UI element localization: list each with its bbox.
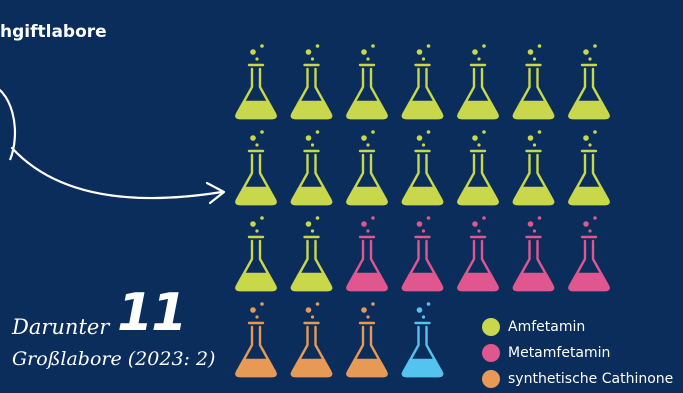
legend-dot bbox=[482, 318, 500, 336]
flask-icon bbox=[290, 44, 333, 120]
flask-icon bbox=[346, 216, 388, 292]
flask-icon bbox=[568, 130, 610, 206]
flask-icon bbox=[512, 216, 555, 292]
flask-icon bbox=[290, 302, 333, 378]
legend-item-metamfetamin: Metamfetamin bbox=[482, 340, 673, 366]
legend-label: Amfetamin bbox=[508, 319, 586, 335]
legend-dot bbox=[482, 344, 500, 362]
flask-icon bbox=[568, 44, 610, 120]
legend-item-cathinone: synthetische Cathinone bbox=[482, 366, 673, 392]
legend-dot bbox=[482, 370, 500, 388]
flask-icon bbox=[457, 216, 499, 292]
flask-icon bbox=[235, 130, 277, 206]
legend-label: Metamfetamin bbox=[508, 345, 611, 361]
flask-icon bbox=[401, 130, 444, 206]
flask-icon bbox=[401, 216, 444, 292]
flask-icon bbox=[401, 302, 444, 378]
annotation-subtitle: Großlabore (2023: 2) bbox=[12, 348, 216, 370]
flask-icon bbox=[235, 216, 277, 292]
flask-icon bbox=[290, 130, 333, 206]
flask-icon bbox=[346, 130, 388, 206]
annotation-number: 11 bbox=[117, 283, 187, 343]
flask-icon bbox=[457, 44, 499, 120]
legend-label: synthetische Cathinone bbox=[508, 371, 674, 387]
flask-icon bbox=[346, 44, 388, 120]
flask-icon bbox=[235, 44, 277, 120]
annotation-prefix: Darunter bbox=[12, 315, 110, 339]
legend: Amfetamin Metamfetamin synthetische Cath… bbox=[482, 314, 673, 392]
legend-item-amfetamin: Amfetamin bbox=[482, 314, 673, 340]
flask-icon bbox=[512, 130, 555, 206]
flask-icon bbox=[457, 130, 499, 206]
chart-title: hgiftlabore bbox=[0, 22, 107, 42]
flask-icon bbox=[568, 216, 610, 292]
flask-icon bbox=[346, 302, 388, 378]
flask-icon bbox=[512, 44, 555, 120]
flask-icon bbox=[235, 302, 277, 378]
flask-icon bbox=[290, 216, 333, 292]
flask-icon bbox=[401, 44, 444, 120]
